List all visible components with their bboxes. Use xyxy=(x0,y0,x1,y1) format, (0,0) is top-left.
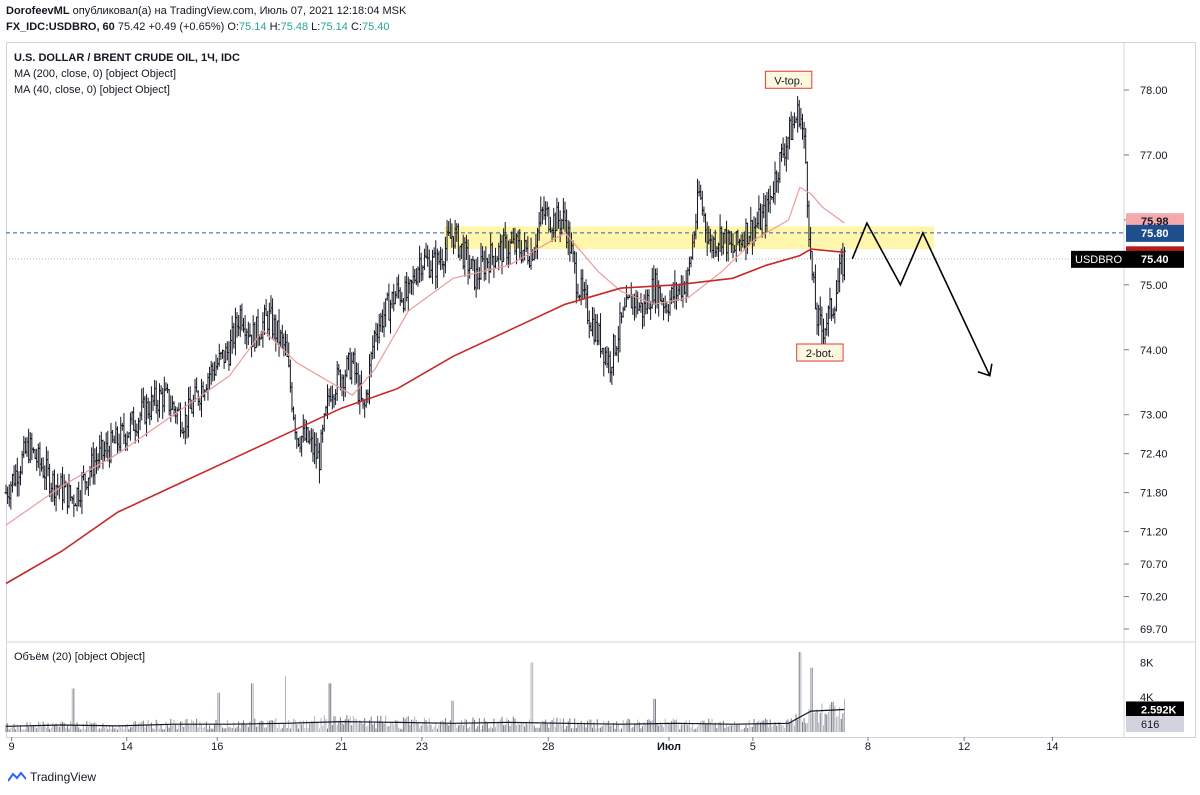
time-axis-label: 16 xyxy=(211,741,223,753)
tradingview-brand: TradingView xyxy=(30,770,97,784)
chart-title: U.S. DOLLAR / BRENT CRUDE OIL, 1Ч, IDC xyxy=(14,52,240,64)
price-tag-bg xyxy=(1126,224,1184,242)
publish-line: DorofeevML опубликовал(а) на TradingView… xyxy=(6,5,406,17)
candles-group xyxy=(4,96,846,517)
price-tag-label: 75.80 xyxy=(1141,228,1169,240)
ohlc-l-label: L: xyxy=(311,21,321,33)
symbol-tag-bg xyxy=(1071,250,1126,268)
time-axis-label: 8 xyxy=(865,741,871,753)
price-axis-label: 75.00 xyxy=(1140,280,1168,292)
legend-ma200[interactable]: MA (200, close, 0) [object Object] xyxy=(14,68,177,80)
symbol-tag-label: USDBRO xyxy=(1075,254,1123,266)
symbol-line: FX_IDC:USDBRO, 60 75.42 +0.49 (+0.65%) O… xyxy=(6,21,389,33)
time-axis-label: 21 xyxy=(335,741,347,753)
volume-tag-label: 2.592K xyxy=(1141,704,1177,716)
publisher-name[interactable]: DorofeevML xyxy=(6,5,70,17)
forecast-arrowhead xyxy=(977,363,993,377)
price-axis-label: 70.70 xyxy=(1140,559,1168,571)
price-tag-bg xyxy=(1126,250,1184,268)
tradingview-icon xyxy=(8,771,26,782)
time-axis-label: 14 xyxy=(1046,741,1058,753)
volume-ma-line xyxy=(5,708,845,727)
time-axis-label: Июл xyxy=(657,741,681,753)
forecast-path xyxy=(851,221,991,377)
ohlc-c-value: 75.40 xyxy=(361,21,390,33)
volume-group xyxy=(5,652,845,732)
time-axis-label: 28 xyxy=(542,741,554,753)
price-axis-label: 69.70 xyxy=(1140,624,1168,636)
price-axis-label: 71.80 xyxy=(1140,488,1168,500)
ma200-line xyxy=(5,248,845,585)
chart-frame[interactable] xyxy=(6,42,1196,738)
volume-tag-bg xyxy=(1126,716,1184,732)
price-tag-label: 75.40 xyxy=(1141,254,1169,266)
ohlc-o-value: 75.14 xyxy=(238,21,267,33)
time-axis-label: 23 xyxy=(416,741,428,753)
volume-tag-bg xyxy=(1126,701,1184,718)
ohlc-l-value: 75.14 xyxy=(320,21,348,33)
published-text: опубликовал(а) на TradingView.com, Июль … xyxy=(72,5,407,17)
time-axis-label: 14 xyxy=(121,741,133,753)
ohlc-h-value: 75.48 xyxy=(280,21,309,33)
volume-tag-label: 616 xyxy=(1141,719,1159,731)
price-axis-label: 77.00 xyxy=(1140,150,1168,162)
ohlc-o-label: O: xyxy=(227,21,239,33)
time-axis-label: 5 xyxy=(750,741,756,753)
price-axis-label: 73.00 xyxy=(1140,410,1168,422)
time-axis-label: 9 xyxy=(9,741,15,753)
annotation-label: 2-bot. xyxy=(806,348,834,360)
volume-axis-label: 8K xyxy=(1140,657,1154,669)
ohlc-h-label: H: xyxy=(269,21,281,33)
price-change: +0.49 (+0.65%) xyxy=(148,21,225,33)
annotation-label: V-top. xyxy=(774,75,803,87)
price-axis-label: 70.20 xyxy=(1140,592,1168,604)
tradingview-logo[interactable]: TradingView xyxy=(8,770,96,784)
legend-ma40[interactable]: MA (40, close, 0) [object Object] xyxy=(14,84,170,96)
last-price: 75.42 xyxy=(117,21,146,33)
legend-volume[interactable]: Объём (20) [object Object] xyxy=(14,651,146,663)
symbol-name: FX_IDC:USDBRO, 60 xyxy=(6,21,115,33)
annotation-box xyxy=(796,343,844,362)
price-axis-label: 74.00 xyxy=(1140,345,1168,357)
price-axis-label: 72.40 xyxy=(1140,449,1168,461)
ma40-line xyxy=(5,186,845,526)
ohlc-c-label: C: xyxy=(350,21,362,33)
volume-axis-label: 4K xyxy=(1140,692,1154,704)
price-axis-label: 78.00 xyxy=(1140,85,1168,97)
annotation-box xyxy=(764,70,813,89)
time-axis-label: 12 xyxy=(958,741,970,753)
price-axis-label: 71.20 xyxy=(1140,527,1168,539)
